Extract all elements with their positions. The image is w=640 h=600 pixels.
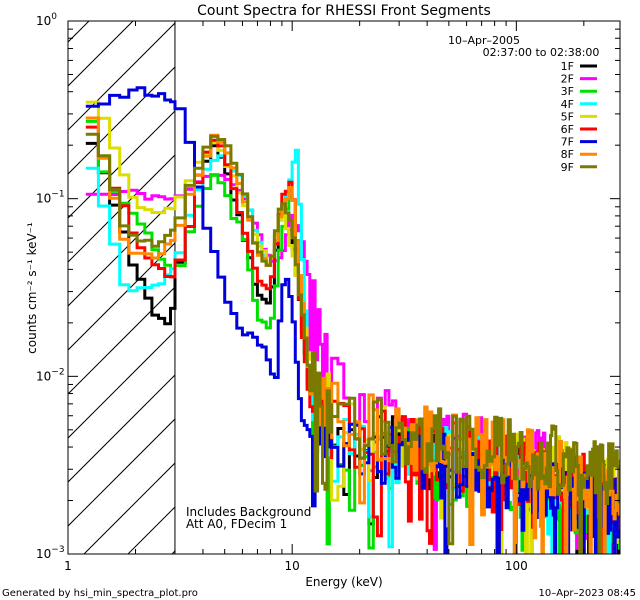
plot-frame <box>67 20 621 555</box>
date-label: 10–Apr–2005 <box>448 34 520 47</box>
hatch-line <box>68 66 175 175</box>
y-tick-label: 10−2 <box>36 367 65 383</box>
series-layer <box>85 86 620 554</box>
hatch-line <box>68 22 175 131</box>
legend-label-3F: 3F <box>561 85 574 98</box>
y-tick-label: 10−3 <box>36 545 65 561</box>
hatch-line <box>83 462 175 554</box>
legend-label-6F: 6F <box>561 123 574 136</box>
annotation-attenuator: Att A0, FDecim 1 <box>186 517 287 531</box>
legend-label-2F: 2F <box>561 73 574 86</box>
hatch-line <box>68 242 175 351</box>
legend-label-7F: 7F <box>561 136 574 149</box>
hatch-line <box>0 21 1 554</box>
legend-label-1F: 1F <box>561 60 574 73</box>
hatch-line <box>68 198 175 307</box>
generation-timestamp: 10–Apr–2023 08:45 <box>539 588 636 599</box>
legend-label-8F: 8F <box>561 148 574 161</box>
hatch-line <box>68 374 175 483</box>
hatch-line <box>68 418 175 527</box>
chart-title: Count Spectra for RHESSI Front Segments <box>197 3 491 19</box>
x-tick-label: 10 <box>285 559 300 573</box>
time-range-label: 02:37:00 to 02:38:00 <box>483 46 600 59</box>
hatch-line <box>68 154 175 263</box>
legend-label-9F: 9F <box>561 161 574 174</box>
x-tick-label: 1 <box>64 559 72 573</box>
legend-label-5F: 5F <box>561 110 574 123</box>
generator-credit: Generated by hsi_min_spectra_plot.pro <box>2 588 198 599</box>
x-tick-label: 100 <box>505 559 528 573</box>
hatch-line <box>68 21 134 87</box>
y-tick-label: 10−1 <box>36 190 65 206</box>
hatch-line <box>68 286 175 395</box>
axis-ticks: 1 10 100 10−3 10−2 10−1 100 <box>36 12 620 573</box>
x-axis-label: Energy (keV) <box>305 575 382 589</box>
y-tick-label: 100 <box>36 12 57 28</box>
y-axis-label: counts cm⁻² s⁻¹ keV⁻¹ <box>25 222 39 354</box>
annotation-background: Includes Background <box>186 505 311 519</box>
legend-label-4F: 4F <box>561 98 574 111</box>
series-line-9F <box>85 132 620 554</box>
